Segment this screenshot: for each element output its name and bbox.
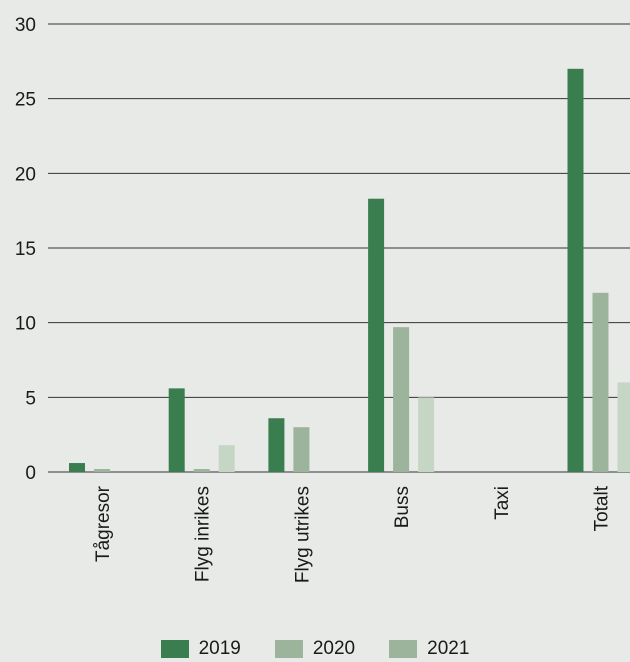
bar-2020-3 <box>393 327 410 472</box>
y-tick-label: 5 <box>25 388 36 409</box>
x-tick-label: Taxi <box>492 486 513 520</box>
bar-2021-1 <box>218 445 235 472</box>
x-axis-tick-labels: Tågresor Flyg inrikes Flyg utrikes Buss Taxi… <box>93 485 613 583</box>
legend-label: 2021 <box>427 638 470 659</box>
y-tick-label: 25 <box>15 90 36 111</box>
legend-item-2019: 2019 <box>160 638 241 660</box>
legend-swatch <box>160 640 189 658</box>
bar-2021-3 <box>418 397 435 472</box>
x-tick-label: Buss <box>392 486 413 528</box>
legend-label: 2019 <box>198 638 241 659</box>
y-tick-label: 20 <box>15 164 36 185</box>
legend: 2019 2020 2021 <box>0 636 630 662</box>
y-axis-tick-labels: 0 5 10 15 20 25 30 <box>15 15 36 484</box>
bar-2020-0 <box>94 469 110 472</box>
bar-2019-3 <box>368 198 385 472</box>
legend-item-2020: 2020 <box>274 638 356 660</box>
legend-item-2021: 2021 <box>389 638 469 660</box>
legend-label: 2020 <box>312 638 356 659</box>
y-tick-label: 15 <box>15 239 36 260</box>
y-tick-label: 0 <box>25 463 36 484</box>
bar-2019-1 <box>168 388 185 472</box>
legend-swatch <box>389 640 418 658</box>
legend-swatch <box>274 640 303 658</box>
y-tick-label: 30 <box>15 15 36 36</box>
x-tick-label: Flyg utrikes <box>292 486 313 583</box>
y-tick-label: 10 <box>15 314 36 335</box>
bar-2019-0 <box>69 463 85 472</box>
grid-lines <box>48 23 630 473</box>
x-tick-label: Tågresor <box>93 485 114 562</box>
x-tick-label: Flyg inrikes <box>193 486 214 582</box>
x-tick-label: Totalt <box>592 485 613 531</box>
bar-2020-1 <box>193 469 210 472</box>
bar-2020-2 <box>293 427 310 472</box>
bar-2020-5 <box>592 292 609 472</box>
bar-2019-5 <box>567 68 584 473</box>
bar-2021-5 <box>617 382 630 472</box>
bar-2019-2 <box>268 418 285 472</box>
bars <box>69 68 630 473</box>
bar-chart: 0 5 10 15 20 25 30 Tågresor Flyg inrikes Flyg ut… <box>15 15 630 583</box>
